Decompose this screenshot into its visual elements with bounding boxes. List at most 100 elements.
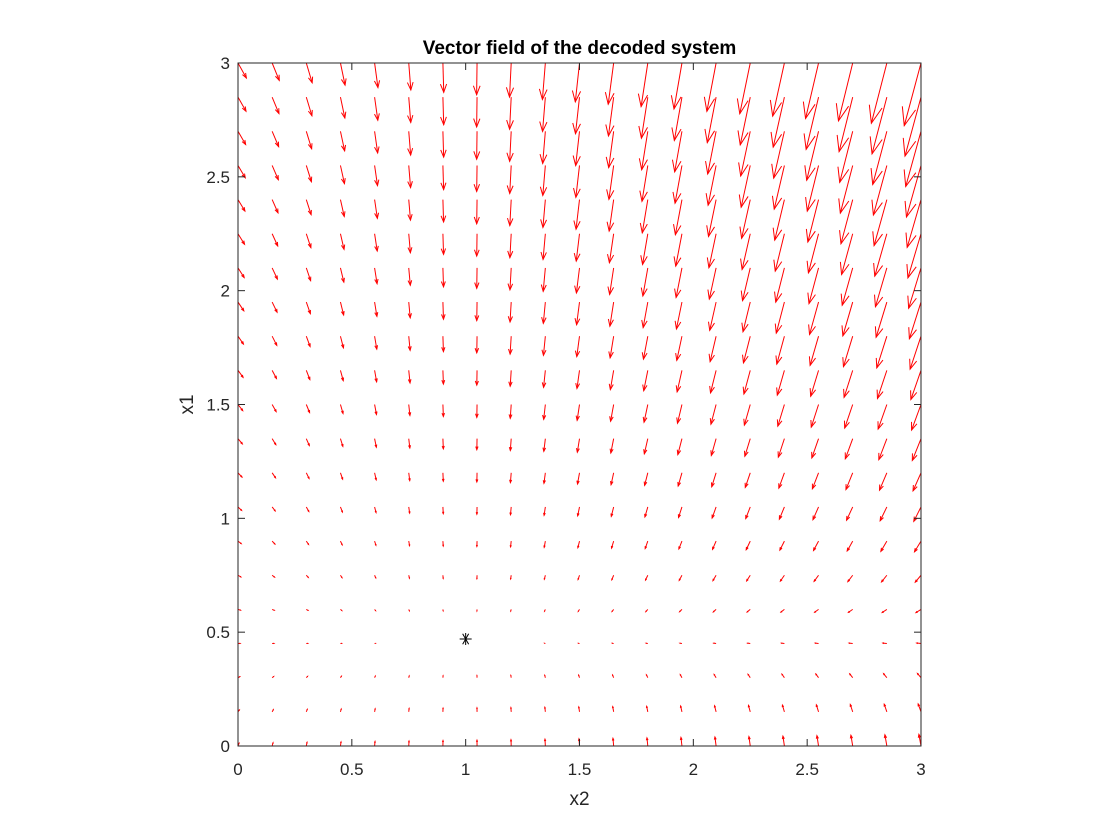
vector-arrow bbox=[305, 472, 310, 480]
arrow-head bbox=[340, 377, 345, 383]
y-tick-label: 0.5 bbox=[206, 623, 230, 642]
vector-arrow bbox=[577, 705, 580, 712]
vector-arrow bbox=[305, 740, 308, 747]
arrow-head bbox=[408, 707, 410, 710]
arrow-head bbox=[738, 194, 749, 209]
arrow-shaft bbox=[574, 62, 580, 102]
vector-arrow bbox=[374, 438, 378, 449]
arrow-head bbox=[407, 181, 413, 190]
vector-arrow bbox=[902, 97, 922, 158]
arrow-head bbox=[882, 672, 886, 676]
arrow-head bbox=[774, 291, 783, 304]
arrow-head bbox=[917, 732, 922, 738]
arrow-head bbox=[573, 187, 581, 199]
vector-arrow bbox=[738, 131, 751, 178]
vector-arrow bbox=[271, 574, 276, 579]
arrow-shaft bbox=[911, 404, 922, 431]
arrow-head bbox=[240, 475, 243, 479]
vector-arrow bbox=[638, 97, 649, 140]
arrow-shaft bbox=[870, 62, 888, 124]
vector-arrow bbox=[475, 506, 479, 516]
arrow-shaft bbox=[271, 96, 280, 114]
vector-arrow bbox=[741, 301, 751, 334]
arrow-head bbox=[506, 152, 514, 163]
arrow-shaft bbox=[779, 540, 785, 551]
vector-arrow bbox=[643, 438, 649, 456]
arrow-shaft bbox=[710, 438, 717, 456]
arrow-shaft bbox=[772, 97, 785, 148]
vector-arrow bbox=[440, 233, 447, 256]
arrow-head bbox=[441, 379, 446, 386]
arrow-shaft bbox=[906, 199, 922, 248]
vector-arrow bbox=[542, 438, 547, 453]
arrow-head bbox=[241, 240, 246, 246]
arrow-shaft bbox=[541, 62, 546, 100]
arrow-head bbox=[272, 708, 275, 711]
arrow-shaft bbox=[339, 301, 345, 316]
arrow-head bbox=[873, 262, 884, 278]
arrow-head bbox=[441, 412, 445, 418]
arrow-shaft bbox=[237, 96, 247, 112]
vector-arrow bbox=[305, 404, 311, 414]
arrow-head bbox=[905, 232, 917, 249]
vector-arrow bbox=[271, 301, 278, 314]
arrow-shaft bbox=[374, 131, 379, 154]
vector-arrow bbox=[611, 575, 615, 582]
arrow-head bbox=[610, 481, 614, 487]
arrow-head bbox=[240, 374, 244, 379]
vector-arrow bbox=[608, 370, 615, 391]
arrow-head bbox=[841, 325, 850, 338]
arrow-shaft bbox=[610, 404, 615, 422]
arrow-head bbox=[679, 736, 683, 741]
arrow-shaft bbox=[509, 233, 512, 258]
arrow-head bbox=[611, 673, 614, 676]
vector-arrow bbox=[577, 575, 580, 581]
x-tick-label: 0.5 bbox=[340, 760, 364, 779]
vector-arrow bbox=[374, 199, 380, 220]
arrow-shaft bbox=[844, 438, 854, 459]
vector-arrow bbox=[339, 404, 344, 415]
arrow-head bbox=[670, 95, 682, 111]
y-tick-label: 3 bbox=[221, 54, 230, 73]
arrow-shaft bbox=[609, 267, 615, 295]
vector-arrow bbox=[738, 165, 751, 209]
arrow-head bbox=[575, 415, 580, 422]
vector-arrow bbox=[475, 541, 478, 548]
vector-arrow bbox=[744, 472, 751, 489]
arrow-shaft bbox=[741, 199, 751, 239]
vector-arrow bbox=[543, 541, 546, 549]
arrow-head bbox=[538, 88, 548, 101]
arrow-shaft bbox=[812, 506, 820, 520]
vector-arrow bbox=[643, 472, 649, 487]
arrow-head bbox=[374, 510, 377, 514]
arrow-head bbox=[543, 512, 546, 517]
vector-arrow bbox=[743, 404, 751, 427]
arrow-head bbox=[805, 197, 816, 213]
vector-arrow bbox=[442, 706, 444, 712]
arrow-head bbox=[307, 276, 312, 282]
vector-arrow bbox=[408, 506, 411, 515]
vector-arrow bbox=[305, 267, 312, 282]
vector-arrow bbox=[678, 609, 683, 613]
vector-arrow bbox=[407, 739, 410, 747]
arrow-head bbox=[374, 212, 380, 220]
vector-arrow bbox=[237, 301, 245, 313]
arrow-shaft bbox=[542, 199, 546, 228]
vector-arrow bbox=[339, 62, 347, 87]
vector-arrow bbox=[441, 506, 445, 516]
vector-arrow bbox=[607, 301, 615, 328]
arrow-head bbox=[607, 286, 615, 296]
arrow-head bbox=[407, 379, 412, 385]
arrow-head bbox=[407, 346, 412, 352]
arrow-head bbox=[239, 542, 243, 545]
arrow-shaft bbox=[442, 62, 445, 93]
arrow-head bbox=[408, 511, 411, 515]
vector-arrow bbox=[705, 131, 717, 176]
vector-arrow bbox=[707, 267, 717, 301]
arrow-head bbox=[541, 382, 547, 389]
arrow-head bbox=[307, 409, 311, 414]
arrow-head bbox=[707, 289, 715, 301]
vector-arrow bbox=[678, 540, 683, 551]
vector-arrow bbox=[609, 404, 615, 423]
